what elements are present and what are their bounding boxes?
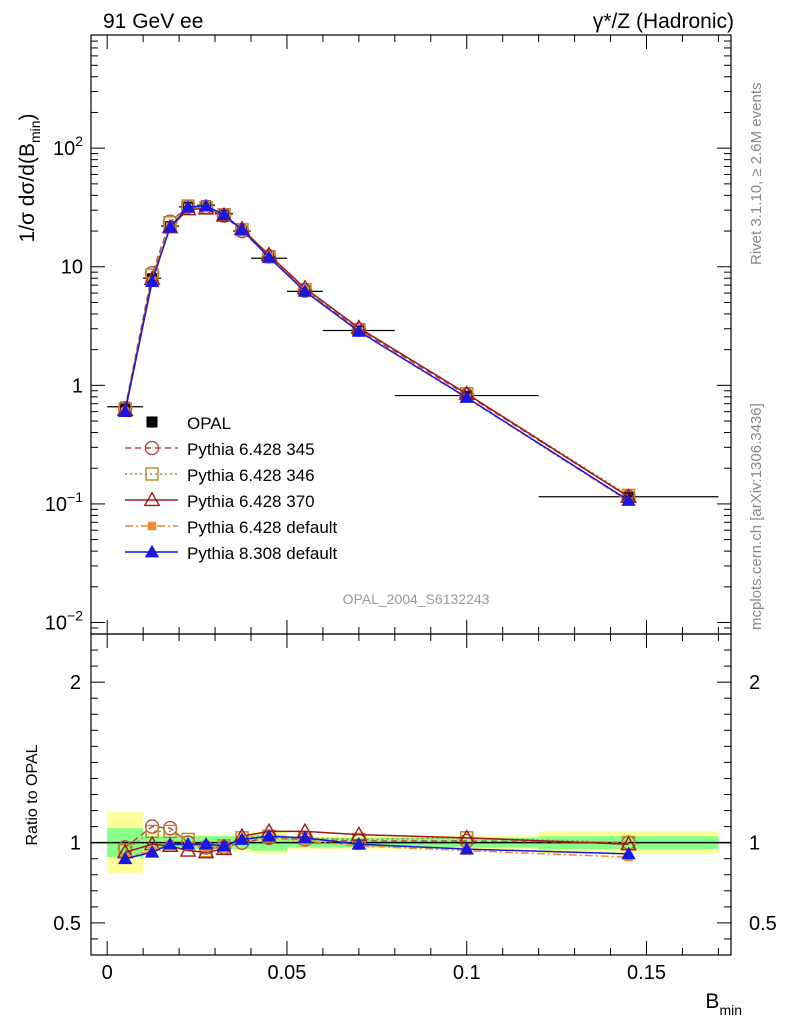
ratio-series-point: [216, 838, 232, 852]
main-y-tick-base: 1: [72, 375, 83, 397]
series-point: [180, 199, 196, 213]
ratio-y-tick-label-right: 2: [749, 672, 760, 694]
legend: OPAL Pythia 6.428 345 Pythia 6.428 346 Pyth…: [125, 414, 338, 563]
main-y-tick-base: 10: [61, 257, 83, 279]
series-point: [621, 493, 636, 506]
series-point: [162, 219, 178, 233]
legend-label-data: OPAL: [187, 414, 231, 433]
mcplots-note: mcplots.cern.ch [arXiv:1306.3436]: [748, 403, 765, 630]
legend-marker: [145, 467, 159, 481]
legend-label: Pythia 6.428 345: [187, 440, 315, 459]
x-tick-label: 0.15: [627, 962, 666, 984]
series-point: [234, 222, 250, 236]
main-y-tick-base: 10: [45, 494, 67, 516]
series-point: [351, 324, 367, 337]
legend-marker: [143, 491, 161, 507]
main-y-tick-label: 10: [61, 257, 83, 279]
series-point: [198, 198, 214, 212]
x-axis-label: Bmin: [705, 990, 742, 1018]
main-y-tick-exp: −2: [67, 608, 83, 624]
ratio-series-point: [459, 841, 474, 855]
main-y-axis-label: 1/σ dσ/d(Bmin): [16, 113, 43, 242]
ratio-y-axis-label: Ratio to OPAL: [24, 744, 41, 845]
legend-marker: [144, 440, 160, 456]
header-left-label: 91 GeV ee: [103, 10, 203, 33]
main-y-tick-base: 10: [45, 613, 67, 635]
ratio-series-point: [621, 846, 636, 860]
ratio-y-tick-label: 0.5: [53, 913, 81, 935]
main-y-tick-exp: 2: [75, 133, 83, 149]
main-y-tick-base: 10: [53, 138, 75, 160]
main-y-tick-label: 1: [72, 375, 83, 397]
ratio-series-point: [261, 829, 277, 842]
legend-label: Pythia 6.428 370: [187, 492, 315, 511]
legend-marker: [144, 544, 160, 558]
ratio-series-point: [180, 837, 196, 850]
legend-marker: [147, 521, 157, 531]
series-point: [117, 404, 133, 418]
legend-label: Pythia 8.308 default: [187, 544, 338, 563]
ratio-series-point: [117, 851, 133, 865]
ratio-y-tick-label: 2: [70, 672, 81, 694]
series-point: [261, 250, 277, 263]
rivet-note: Rivet 3.1.10, ≥ 2.6M events: [748, 83, 765, 266]
series-point: [216, 207, 232, 221]
x-tick-label: 0: [102, 962, 113, 984]
main-y-tick-label: 10−2: [45, 608, 83, 635]
ratio-series-point: [351, 837, 367, 850]
x-tick-label: 0.05: [267, 962, 306, 984]
main-y-tick-exp: −1: [67, 489, 83, 505]
ratio-series-point: [144, 845, 160, 858]
ratio-y-tick-label-right: 0.5: [749, 913, 777, 935]
ratio-series-point: [162, 837, 178, 850]
ratio-y-tick-label-right: 1: [749, 833, 760, 855]
ratio-frame: [90, 633, 732, 956]
ratio-series-point: [234, 832, 250, 845]
series-point: [459, 390, 474, 403]
series-line: [124, 205, 629, 502]
series-point: [144, 274, 160, 287]
ratio-y-tick-label: 1: [70, 833, 81, 855]
analysis-watermark: OPAL_2004_S6132243: [343, 591, 490, 607]
legend-marker-data: [146, 416, 158, 428]
series-point: [297, 284, 313, 297]
legend-label: Pythia 6.428 346: [187, 466, 315, 485]
ratio-panel: 0.5 0.5 1 1 2 2 0 0.05 0.1 0.15: [53, 620, 777, 984]
legend-label: Pythia 6.428 default: [187, 518, 338, 537]
x-tick-label: 0.1: [453, 962, 481, 984]
ratio-series-line: [124, 825, 629, 849]
ratio-series-point: [297, 830, 313, 844]
header-right-label: γ*/Z (Hadronic): [593, 10, 734, 33]
main-y-tick-label: 10−1: [45, 489, 83, 516]
main-y-tick-label: 102: [53, 133, 83, 160]
ratio-series-point: [198, 837, 214, 850]
